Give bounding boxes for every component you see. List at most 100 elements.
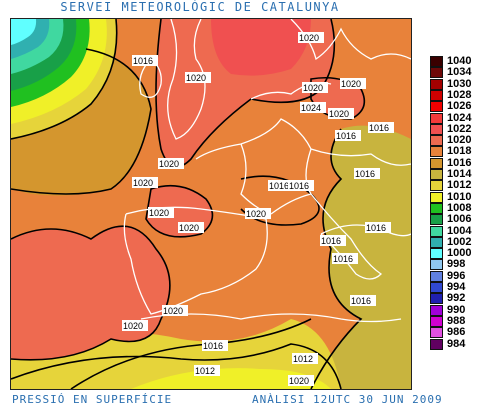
legend-label: 1040 <box>447 55 472 67</box>
isobar-label-bg <box>185 72 211 83</box>
legend-swatch <box>430 101 443 113</box>
legend-label: 1012 <box>447 179 472 192</box>
field-1022-north <box>211 19 311 76</box>
isobar-label-bg <box>162 305 188 316</box>
legend-swatch <box>430 146 443 158</box>
legend-item: 1020 <box>430 134 485 147</box>
legend-label: 1006 <box>447 213 472 226</box>
legend-swatch <box>430 67 443 79</box>
legend-label: 1004 <box>447 224 472 237</box>
legend-swatch <box>430 135 443 147</box>
isobar-label-bg <box>365 222 391 233</box>
isobar-label-bg <box>148 207 174 218</box>
page-title: SERVEI METEOROLÒGIC DE CATALUNYA <box>60 0 340 14</box>
legend-swatch <box>430 338 443 350</box>
legend-item: 1040 <box>430 55 485 68</box>
isobar-label-bg <box>354 168 380 179</box>
legend-item: 1030 <box>430 78 485 91</box>
legend-swatch <box>430 78 443 90</box>
legend-label: 1024 <box>447 111 472 124</box>
isobar-label-bg <box>268 180 294 191</box>
field-1014-east <box>311 125 411 389</box>
legend-item: 1016 <box>430 156 485 170</box>
legend-item: 1004 <box>430 224 485 238</box>
legend-label: 996 <box>447 269 466 282</box>
legend-swatch <box>430 270 443 282</box>
isobar-label-bg <box>288 375 314 386</box>
legend-item: 1026 <box>430 100 485 113</box>
isobar-label: 1016 <box>355 169 375 179</box>
legend-swatch <box>430 191 443 203</box>
legend-item: 1018 <box>430 145 485 158</box>
legend-item: 1014 <box>430 168 485 181</box>
legend-label: 1010 <box>447 190 472 203</box>
isobar-label: 1016 <box>336 131 356 141</box>
legend-swatch <box>430 236 443 248</box>
isobar-label: 1016 <box>351 296 371 306</box>
isobar-label: 1020 <box>163 306 183 316</box>
isobar-1012-south <box>11 343 342 389</box>
isobar-label: 1020 <box>133 178 153 188</box>
isobar-label-bg <box>320 235 346 246</box>
legend-label: 1026 <box>447 100 472 113</box>
isobar-label-bg <box>245 208 271 219</box>
pressure-map: 1020 1016 1020 1020 1024 1020 1020 1016 1020 1016… <box>10 18 412 390</box>
legend-label: 992 <box>447 292 466 305</box>
isobar-label-bg <box>350 295 376 306</box>
isobar-label-bg <box>194 365 220 376</box>
legend-label: 1014 <box>447 168 472 180</box>
isobar-label: 1020 <box>149 208 169 218</box>
legend-swatch <box>430 157 443 169</box>
field-1010-south <box>131 368 331 389</box>
isobar-label-bg <box>132 55 158 66</box>
legend-item: 1012 <box>430 179 485 192</box>
isobar-label-bg <box>335 130 361 141</box>
isobar-label-bg <box>202 340 228 351</box>
legend-swatch <box>430 248 443 260</box>
isobar-label-bg <box>288 180 314 191</box>
legend-item: 1010 <box>430 190 485 204</box>
legend-swatch <box>430 202 443 214</box>
isobar-1016-east <box>310 128 363 389</box>
legend-swatch <box>430 315 443 327</box>
isobar-1020-iberia <box>145 184 214 238</box>
border-inland-2 <box>310 148 411 166</box>
isobar-1016-center <box>240 175 320 226</box>
legend-label: 1018 <box>447 145 472 158</box>
legend-item: 984 <box>430 337 485 351</box>
legend-swatch <box>430 89 443 101</box>
isobar-1016-west <box>11 48 152 195</box>
isobar-label: 1016 <box>369 123 389 133</box>
isobar-label: 1012 <box>293 354 313 364</box>
legend-label: 984 <box>447 337 466 350</box>
legend-label: 994 <box>447 281 466 293</box>
coast-france <box>195 118 313 215</box>
legend-item: 986 <box>430 326 485 339</box>
legend-swatch <box>430 180 443 192</box>
isobar-label-bg <box>122 320 148 331</box>
isobar-label: 1020 <box>159 159 179 169</box>
isobar-label: 1020 <box>299 33 319 43</box>
isobar-label: 1016 <box>321 236 341 246</box>
isobars <box>11 19 366 389</box>
isobar-label: 1020 <box>246 209 266 219</box>
legend-item: 998 <box>430 258 485 271</box>
legend-item: 1002 <box>430 235 485 249</box>
legend-item: 1028 <box>430 89 485 102</box>
legend-label: 998 <box>447 258 466 271</box>
isobar-label: 1020 <box>303 83 323 93</box>
legend-swatch <box>430 259 443 271</box>
legend-item: 992 <box>430 292 485 305</box>
legend-swatch <box>430 214 443 226</box>
legend-swatch <box>430 123 443 135</box>
isobar-label-bg <box>132 177 158 188</box>
legend-label: 1016 <box>447 156 472 169</box>
legend-swatch <box>430 327 443 339</box>
isobar-label: 1016 <box>133 56 153 66</box>
isobar-label: 1016 <box>269 181 289 191</box>
legend-swatch <box>430 112 443 124</box>
legend-label: 1002 <box>447 235 472 248</box>
legend-swatch <box>430 169 443 180</box>
footer-variable: PRESSIÓ EN SUPERFÍCIE <box>12 393 173 406</box>
legend-item: 1034 <box>430 66 485 79</box>
